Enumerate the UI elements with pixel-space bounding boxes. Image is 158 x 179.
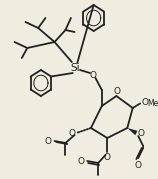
Text: O: O <box>142 98 149 107</box>
Text: Me: Me <box>147 98 158 108</box>
Text: O: O <box>135 161 142 170</box>
Text: O: O <box>137 129 144 139</box>
Text: O: O <box>45 137 52 146</box>
Text: O: O <box>114 86 121 96</box>
Polygon shape <box>127 128 137 135</box>
Text: O: O <box>68 129 76 137</box>
Text: O: O <box>89 71 96 79</box>
Text: O: O <box>104 153 111 162</box>
Text: Si: Si <box>71 63 80 73</box>
Text: O: O <box>78 156 85 166</box>
